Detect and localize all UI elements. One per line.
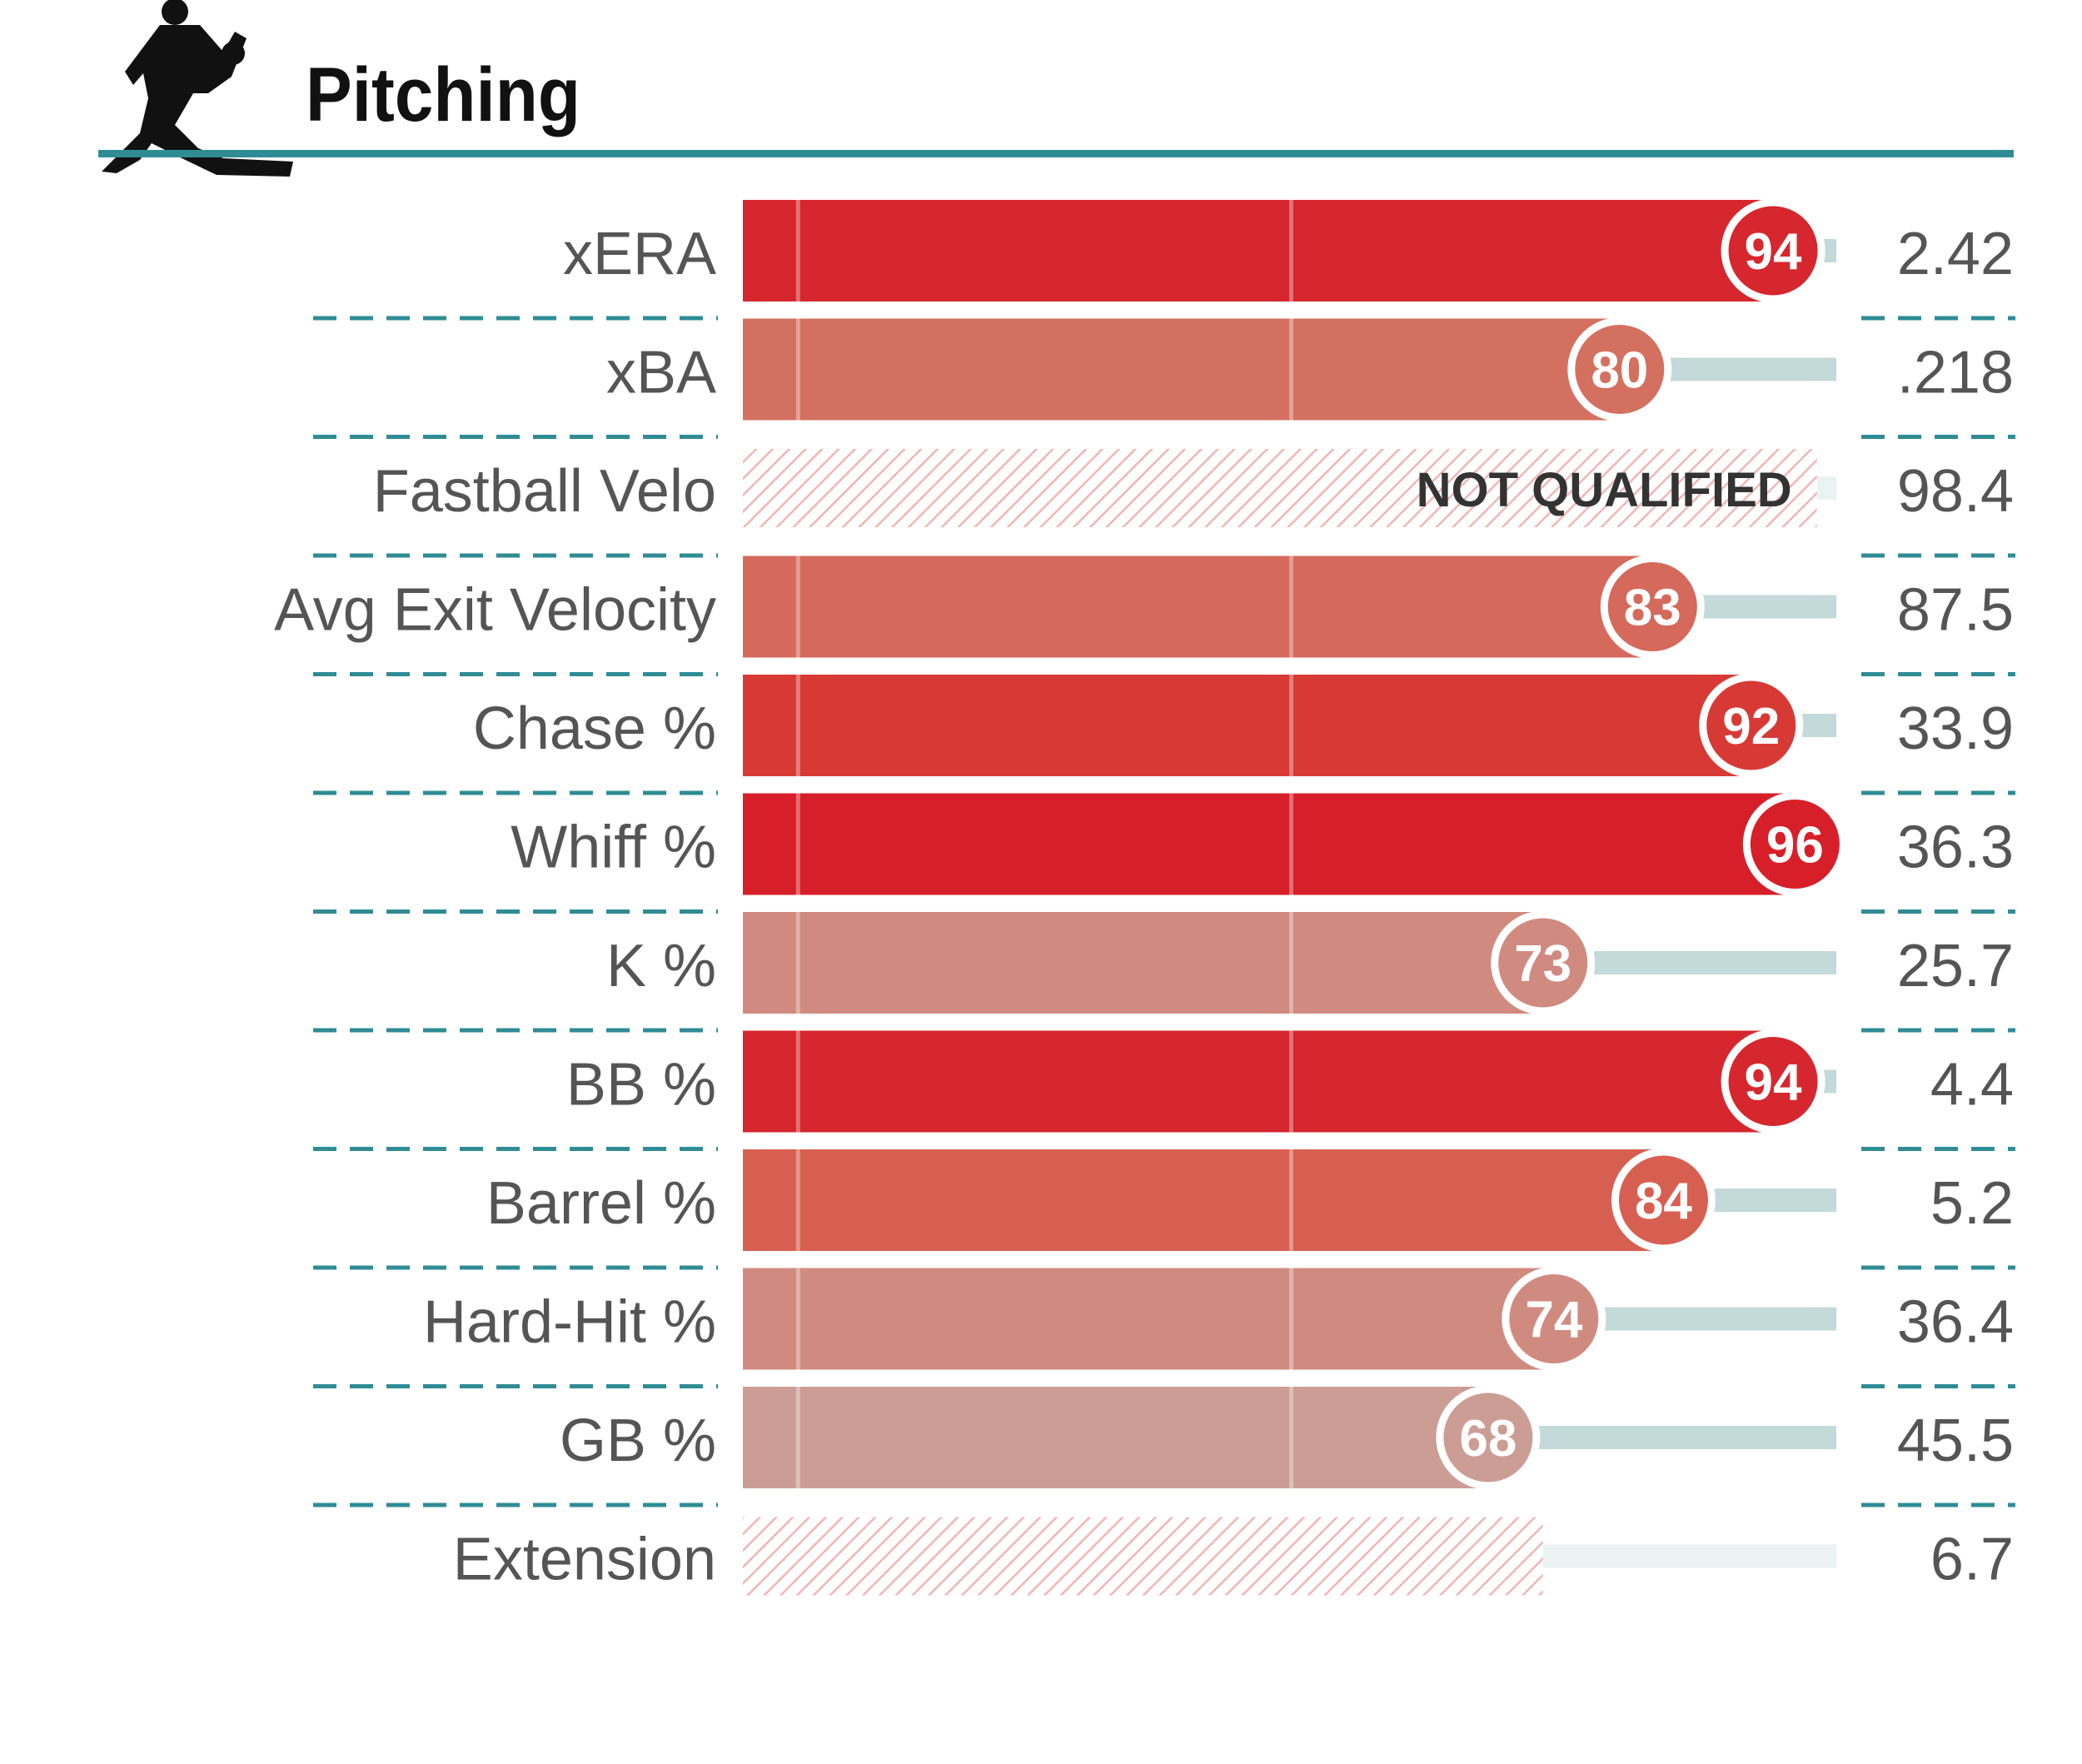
metric-value: 2.42: [1897, 221, 2014, 287]
metric-row: Chase % 33.9 92: [313, 673, 2015, 795]
pitcher-silhouette-icon: [102, 0, 293, 177]
reference-line: [1289, 1149, 1293, 1251]
metric-row: BB % 4.4 94: [313, 1029, 2015, 1151]
percentile-bar: [743, 1030, 1774, 1133]
percentile-label: 74: [1525, 1292, 1582, 1349]
percentile-bar: [743, 200, 1774, 301]
reference-line: [1289, 793, 1293, 895]
metric-row: Extension 6.7: [453, 1517, 2014, 1596]
reference-line: [795, 318, 800, 421]
metric-value: 4.4: [1930, 1052, 2014, 1119]
metric-value: 45.5: [1897, 1408, 2014, 1474]
reference-line: [795, 793, 800, 895]
percentile-label: 84: [1635, 1173, 1692, 1230]
percentile-bubble: [1567, 317, 1672, 421]
metric-row: Fastball Velo 98.4 NOT QUALIFIED: [313, 449, 2015, 558]
metric-label: xERA: [563, 221, 716, 287]
metric-label: xBA: [606, 340, 716, 406]
section-header: Pitching: [98, 0, 2014, 177]
metric-label: K %: [606, 933, 716, 999]
metric-row: Barrel % 5.2 84: [313, 1148, 2015, 1270]
metric-value: 98.4: [1897, 458, 2014, 525]
percentile-label: 92: [1722, 698, 1780, 755]
not-qualified-label: NOT QUALIFIED: [1417, 463, 1792, 517]
reference-line: [1289, 1268, 1293, 1370]
percentile-bubble: [1699, 673, 1804, 778]
reference-line: [795, 1387, 800, 1488]
percentile-bar: [743, 1387, 1488, 1488]
percentile-bubble: [1600, 555, 1705, 659]
percentile-bar: [743, 793, 1796, 895]
percentile-bubble: [1611, 1148, 1716, 1253]
reference-line: [1289, 556, 1293, 658]
metric-row: K % 25.7 73: [313, 910, 2015, 1033]
metric-value: 36.3: [1897, 815, 2014, 881]
metric-value: 6.7: [1930, 1527, 2014, 1593]
percentile-bubble: [1742, 792, 1847, 896]
metric-value: 25.7: [1897, 933, 2014, 999]
percentile-track: [1542, 1544, 1836, 1568]
reference-line: [1289, 1387, 1293, 1488]
not-qualified-bar: [743, 449, 1817, 527]
section-title: Pitching: [306, 52, 580, 137]
metric-row: GB % 45.5 68: [313, 1385, 2015, 1507]
metric-value: .218: [1897, 340, 2014, 406]
percentile-bar: [743, 675, 1751, 776]
percentile-bubble: [1502, 1267, 1606, 1371]
percentile-label: 73: [1514, 935, 1571, 993]
percentile-label: 80: [1591, 342, 1648, 400]
percentile-bubble: [1721, 1029, 1825, 1134]
reference-line: [795, 200, 800, 301]
not-qualified-bar: [743, 1517, 1543, 1596]
header-underline: [98, 150, 2014, 157]
percentile-track: [1487, 1426, 1836, 1449]
metric-label: Barrel %: [486, 1170, 716, 1237]
metric-label: Fastball Velo: [373, 458, 716, 525]
metric-value: 5.2: [1930, 1170, 2014, 1237]
percentile-label: 96: [1766, 817, 1824, 875]
reference-line: [1289, 200, 1293, 301]
percentile-bar: [743, 1149, 1664, 1251]
reference-line: [795, 912, 800, 1014]
metric-value: 36.4: [1897, 1289, 2014, 1356]
reference-line: [795, 1149, 800, 1251]
reference-line: [795, 675, 800, 776]
percentile-bar: [743, 318, 1620, 421]
percentile-label: 83: [1624, 580, 1681, 637]
reference-line: [795, 1268, 800, 1370]
metric-label: BB %: [566, 1052, 716, 1119]
percentile-label: 94: [1745, 223, 1802, 281]
metric-label: GB %: [560, 1408, 716, 1474]
metric-label: Whiff %: [511, 815, 716, 881]
reference-line: [1289, 912, 1293, 1014]
metric-value: 87.5: [1897, 577, 2014, 644]
reference-line: [1289, 1030, 1293, 1133]
metric-value: 33.9: [1897, 695, 2014, 762]
metric-row: Hard-Hit % 36.4 74: [313, 1267, 2015, 1388]
percentile-label: 68: [1459, 1410, 1517, 1468]
reference-line: [795, 556, 800, 658]
metric-row: Avg Exit Velocity 87.5 83: [274, 555, 2015, 676]
metric-row: Whiff % 36.3 96: [313, 792, 2015, 914]
metric-label: Hard-Hit %: [423, 1289, 716, 1356]
percentile-label: 94: [1745, 1054, 1802, 1112]
metric-row: xERA 2.42 94: [313, 198, 2015, 321]
reference-line: [1289, 318, 1293, 421]
percentile-bar: [743, 556, 1653, 658]
percentile-bubble: [1491, 910, 1596, 1015]
metric-row: xBA .218 80: [313, 317, 2015, 439]
reference-line: [1289, 675, 1293, 776]
metric-label: Chase %: [473, 695, 716, 762]
metric-label: Extension: [453, 1527, 716, 1593]
percentile-bubble: [1436, 1385, 1541, 1490]
reference-line: [795, 1030, 800, 1133]
percentile-track: [1816, 476, 1836, 500]
percentile-bar: [743, 912, 1543, 1014]
metric-label: Avg Exit Velocity: [274, 577, 716, 644]
percentile-bubble: [1721, 198, 1825, 303]
percentile-bar: [743, 1268, 1554, 1370]
